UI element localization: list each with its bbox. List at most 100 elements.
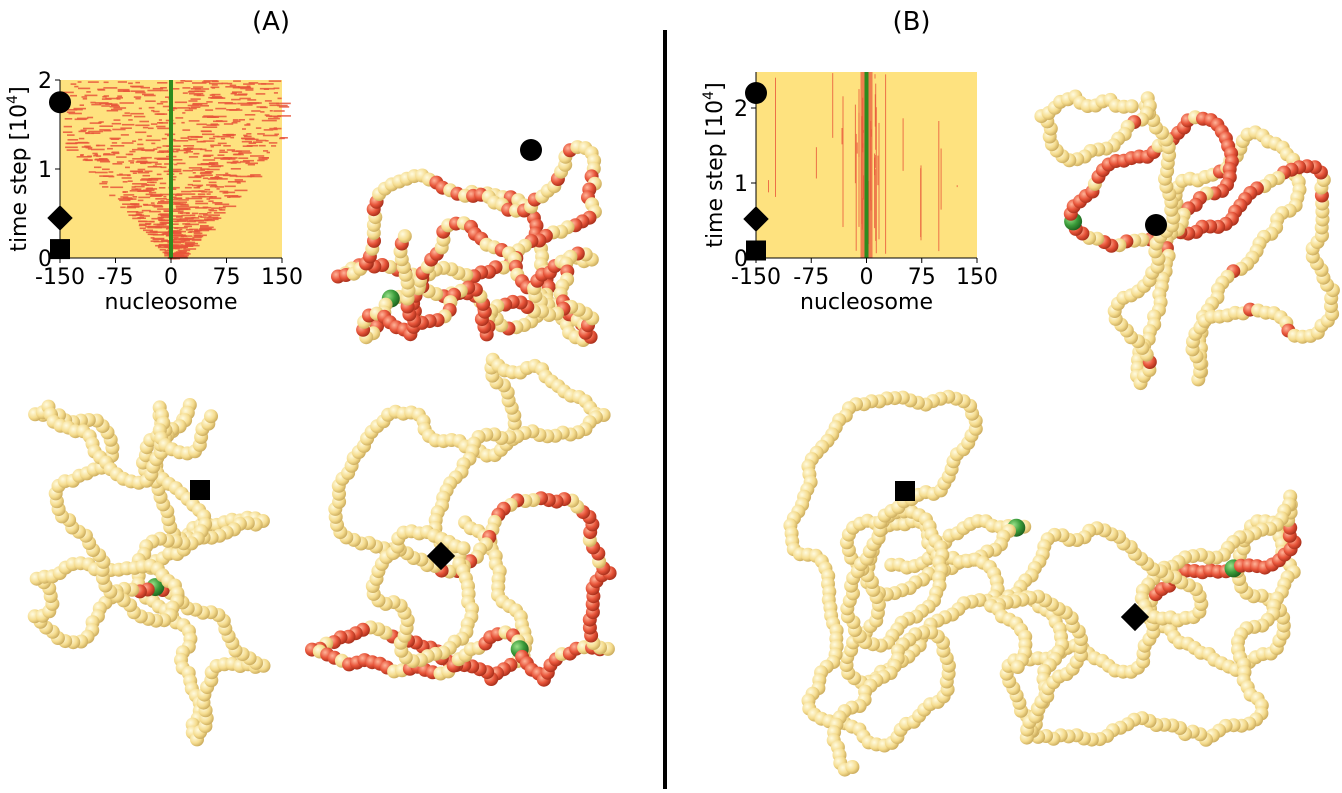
kymograph-texture — [88, 130, 104, 133]
kymograph-texture — [173, 241, 184, 244]
kymograph-texture — [235, 150, 251, 152]
kymograph-texture — [189, 206, 199, 208]
kymograph-texture — [227, 82, 233, 85]
kymograph-texture — [173, 247, 183, 249]
kymograph-texture — [874, 155, 876, 168]
kymograph-texture — [192, 102, 208, 105]
kymograph-texture — [170, 238, 177, 241]
kymograph-texture — [193, 234, 207, 237]
kymograph-texture — [234, 189, 248, 192]
kymograph-texture — [203, 154, 214, 157]
kymograph-texture — [874, 157, 876, 229]
kymograph-texture — [214, 176, 220, 178]
kymograph-texture — [215, 174, 231, 176]
kymograph-texture — [99, 129, 111, 131]
kymograph-texture — [230, 92, 237, 95]
kymograph-texture — [121, 142, 134, 144]
kymograph-texture — [220, 158, 231, 160]
kymograph-texture — [73, 108, 83, 111]
kymograph-texture — [229, 109, 243, 111]
kymograph-texture — [239, 97, 251, 100]
kymograph-texture — [213, 157, 229, 159]
kymograph-texture — [156, 125, 166, 128]
kymograph-texture — [82, 98, 88, 100]
kymograph-texture — [263, 150, 269, 152]
kymograph-texture — [184, 241, 196, 244]
kymograph-texture — [168, 168, 182, 171]
kymograph-texture — [161, 240, 170, 243]
kymograph-texture — [191, 212, 199, 215]
kymograph-texture — [164, 163, 174, 165]
panel-title: (B) — [892, 7, 930, 37]
kymograph-texture — [273, 87, 280, 90]
kymograph-texture — [152, 231, 168, 233]
kymograph-texture — [200, 168, 210, 170]
kymograph-texture — [156, 102, 164, 105]
kymograph-texture — [135, 124, 150, 127]
kymograph-texture — [160, 200, 165, 202]
kymograph-texture — [175, 255, 179, 258]
kymograph-texture — [160, 214, 171, 216]
kymograph-texture — [269, 104, 280, 107]
kymograph-texture — [193, 186, 201, 189]
kymograph-texture — [258, 158, 268, 161]
kymograph-texture — [116, 161, 124, 163]
kymograph-texture — [184, 239, 191, 242]
kymograph-texture — [142, 93, 154, 96]
kymograph-texture — [135, 81, 140, 84]
kymograph-texture — [140, 156, 152, 159]
kymograph-texture — [103, 153, 111, 155]
kymograph-texture — [174, 101, 188, 104]
kymograph-texture — [232, 119, 239, 121]
x-axis-label: nucleosome — [105, 290, 238, 315]
kymograph-texture — [193, 152, 200, 155]
kymograph-texture — [232, 120, 241, 123]
kymograph-texture — [268, 80, 282, 82]
kymograph-texture — [152, 234, 164, 236]
kymograph-texture — [226, 161, 241, 164]
kymograph-texture — [240, 104, 253, 106]
kymograph-texture — [156, 146, 162, 149]
y-axis-label-part: ] — [703, 82, 728, 91]
bead — [1124, 99, 1139, 114]
kymograph-texture — [219, 149, 225, 152]
kymograph-texture — [135, 97, 141, 100]
kymograph-texture — [87, 148, 92, 150]
kymograph-texture — [250, 155, 265, 157]
kymograph-texture — [159, 182, 167, 185]
kymograph-texture — [236, 182, 241, 184]
kymograph-texture — [235, 180, 246, 183]
kymograph-texture — [136, 160, 148, 163]
kymograph-texture — [143, 229, 153, 232]
kymograph-texture — [194, 229, 199, 232]
kymograph-texture — [273, 110, 285, 112]
kymograph-texture — [237, 102, 250, 105]
kymograph-texture — [244, 124, 251, 126]
kymograph-texture — [188, 176, 202, 179]
kymograph-texture — [140, 162, 152, 164]
kymograph-texture — [137, 143, 144, 146]
kymograph-texture — [227, 196, 231, 198]
kymograph-texture — [240, 87, 254, 90]
kymograph-texture — [130, 90, 145, 92]
kymograph-texture — [144, 94, 156, 97]
kymograph-texture — [168, 186, 180, 189]
kymograph-texture — [206, 198, 211, 200]
y-axis-label-part: time step [10 — [7, 104, 32, 252]
kymograph-texture — [202, 133, 215, 136]
y-tick-label: 0 — [38, 247, 52, 272]
kymograph-texture — [127, 180, 133, 182]
kymograph-texture — [874, 74, 876, 79]
kymograph-texture — [89, 122, 102, 124]
kymograph-texture — [184, 149, 189, 151]
kymograph-texture — [132, 183, 147, 185]
kymograph-texture — [188, 138, 192, 141]
kymograph-texture — [155, 225, 171, 228]
kymograph-texture — [206, 101, 213, 103]
kymograph-texture — [137, 199, 144, 202]
kymograph-center — [169, 80, 173, 258]
kymograph-texture — [176, 219, 188, 222]
kymograph-texture — [246, 133, 252, 135]
kymograph-texture — [222, 157, 233, 159]
